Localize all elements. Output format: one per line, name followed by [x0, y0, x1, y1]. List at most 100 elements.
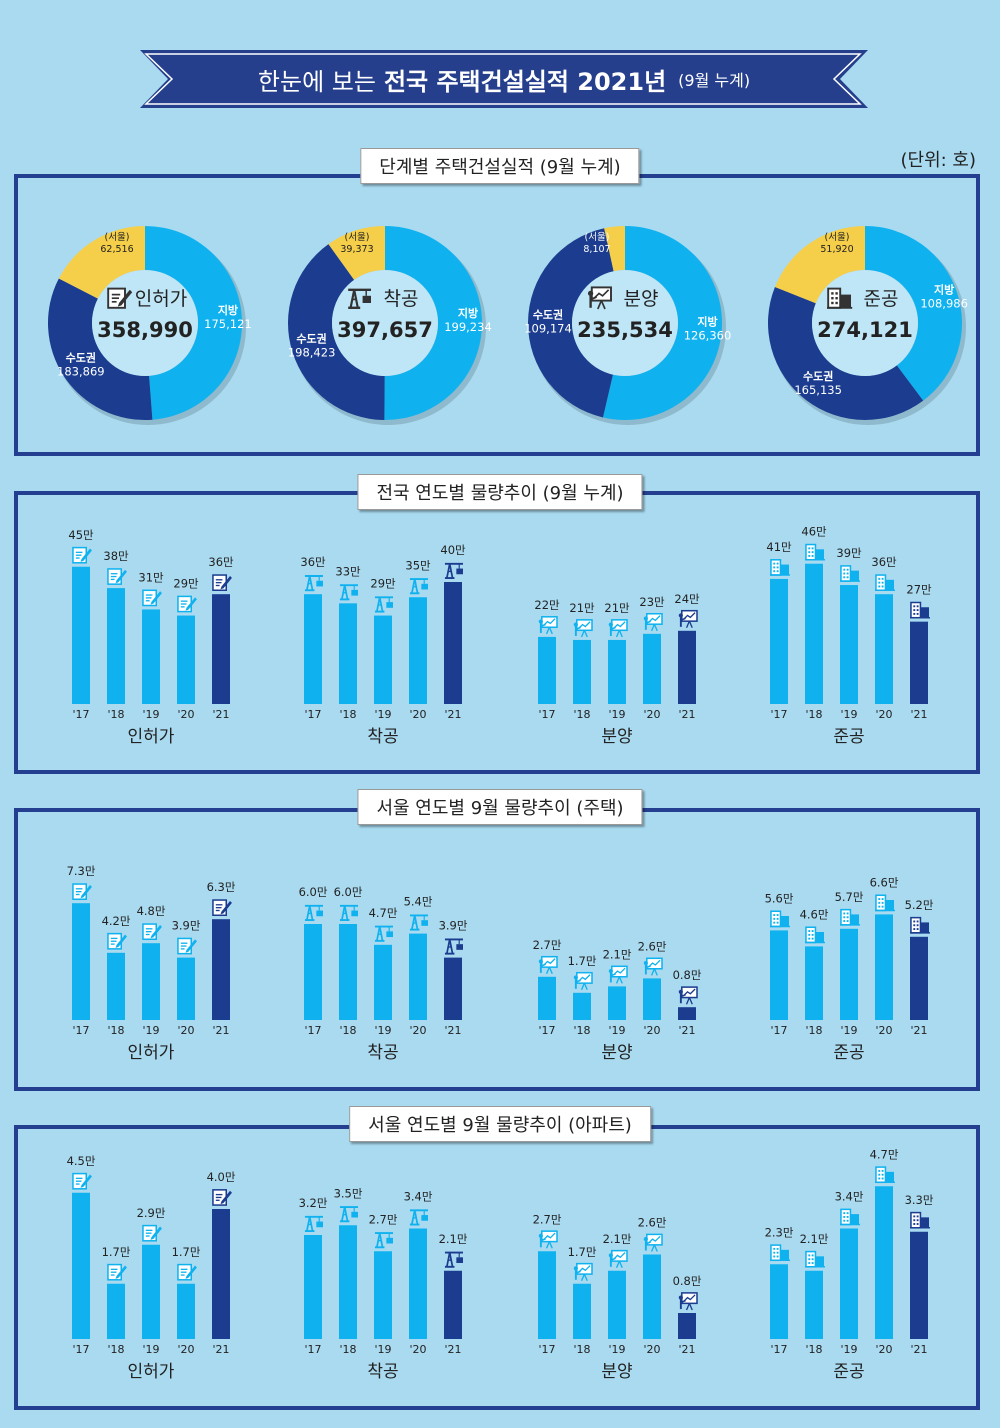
presentation-icon — [538, 616, 558, 635]
year-tick-label: '20 — [875, 708, 892, 721]
bar-value-label: 6.0만 — [334, 885, 363, 899]
title-light: 한눈에 보는 — [257, 67, 376, 96]
bar-panel-national-title: 전국 연도별 물량추이 (9월 누계) — [357, 474, 643, 510]
bar — [770, 1264, 788, 1339]
bar-value-label: 31만 — [138, 570, 164, 584]
building-icon — [805, 543, 825, 561]
donut-panel: 인허가 358,990 지방 175,121 수도권 183,869 (서울) 62,516 착… — [14, 174, 980, 456]
bar-value-label: 5.4만 — [404, 895, 433, 909]
group-label: 분양 — [601, 1043, 632, 1063]
crane-icon — [374, 1232, 394, 1249]
bar-value-label: 3.5만 — [334, 1186, 363, 1200]
label-capital-value: 183,869 — [57, 365, 105, 379]
bar-value-label: 4.7만 — [369, 906, 398, 920]
year-tick-label: '19 — [374, 1024, 391, 1037]
label-regional-name: 지방 — [458, 306, 478, 320]
slice-capital — [768, 286, 924, 420]
bar-value-label: 1.7만 — [568, 954, 597, 968]
year-tick-label: '19 — [608, 708, 625, 721]
bar — [374, 1251, 392, 1339]
presentation-icon — [678, 609, 698, 629]
bar-value-label: 0.8만 — [673, 968, 702, 982]
label-regional-name: 지방 — [697, 315, 717, 329]
crane-icon — [374, 925, 394, 942]
permit-icon — [212, 574, 232, 592]
year-tick-label: '19 — [840, 1024, 857, 1037]
bar — [142, 943, 160, 1020]
presentation-icon — [678, 986, 698, 1005]
bar — [444, 582, 462, 704]
bar-value-label: 36만 — [871, 555, 897, 569]
bar — [573, 992, 591, 1020]
label-seoul-name: (서울) — [825, 232, 850, 243]
group-label: 인허가 — [128, 727, 175, 747]
bar-value-label: 6.0만 — [299, 885, 328, 899]
permit-icon — [177, 937, 197, 955]
bar — [107, 1283, 125, 1339]
bar — [304, 594, 322, 704]
bar-value-label: 5.6만 — [765, 891, 794, 905]
bar-value-label: 3.4만 — [835, 1190, 864, 1204]
bar-value-label: 2.9만 — [137, 1206, 166, 1220]
label-regional-name: 지방 — [934, 282, 954, 296]
bar-value-label: 21만 — [604, 601, 630, 615]
label-seoul-name: (서울) — [105, 232, 130, 243]
bar-value-label: 2.6만 — [638, 1216, 667, 1230]
banner-ribbon — [140, 50, 868, 108]
crane-icon — [444, 938, 464, 955]
donut-center-name: 준공 — [864, 288, 899, 310]
donut-panel-title: 단계별 주택건설실적 (9월 누계) — [360, 148, 640, 184]
presentation-icon — [608, 1249, 628, 1269]
bar-value-label: 4.6만 — [800, 907, 829, 921]
group-1: 7.3만 '17 4.2만 '18 4.8만 '19 3.9만 '20 6.3만 '21 인허가 — [67, 864, 236, 1063]
year-tick-label: '18 — [573, 1024, 590, 1037]
bar — [177, 1283, 195, 1339]
year-tick-label: '17 — [72, 1024, 89, 1037]
year-tick-label: '18 — [339, 708, 356, 721]
donut-center-total: 235,534 — [577, 318, 673, 342]
bar-value-label: 0.8만 — [673, 1274, 702, 1288]
year-tick-label: '18 — [805, 1024, 822, 1037]
year-tick-label: '19 — [840, 1343, 857, 1356]
presentation-icon — [538, 955, 558, 975]
bar-value-label: 2.7만 — [369, 1212, 398, 1226]
group-3: 22만 '17 21만 '18 21만 '19 23만 '20 24만 '21 분양 — [534, 592, 700, 747]
year-tick-label: '19 — [374, 1343, 391, 1356]
presentation-icon — [643, 1233, 663, 1252]
year-tick-label: '18 — [107, 708, 124, 721]
presentation-icon — [538, 1230, 558, 1249]
bar-chart-seoul-apt: 4.5만 '17 1.7만 '18 2.9만 '19 1.7만 '20 4.0만 '21 인허가 3.… — [67, 1147, 934, 1382]
bar — [409, 933, 427, 1020]
year-tick-label: '20 — [177, 1343, 194, 1356]
year-tick-label: '21 — [910, 1024, 927, 1037]
bar-value-label: 2.7만 — [533, 1212, 562, 1226]
building-icon — [770, 1244, 790, 1262]
bar — [770, 930, 788, 1020]
group-label: 분양 — [601, 1362, 632, 1382]
crane-icon — [339, 584, 359, 601]
year-tick-label: '20 — [409, 708, 426, 721]
slice-capital — [47, 278, 153, 420]
bar-value-label: 4.8만 — [137, 904, 166, 918]
bar — [409, 1228, 427, 1339]
year-tick-label: '17 — [304, 1343, 321, 1356]
bar — [643, 633, 661, 704]
year-tick-label: '18 — [339, 1024, 356, 1037]
banner-title: 한눈에 보는 전국 주택건설실적 2021년 (9월 누계) — [140, 50, 868, 108]
bar-value-label: 4.2만 — [102, 914, 131, 928]
bar-chart-seoul-housing: 7.3만 '17 4.2만 '18 4.8만 '19 3.9만 '20 6.3만 '21 인허가 6.… — [67, 864, 934, 1063]
year-tick-label: '18 — [573, 1343, 590, 1356]
bar-panel-seoul-apt-title: 서울 연도별 9월 물량추이 (아파트) — [349, 1106, 651, 1142]
slice-seoul — [774, 226, 865, 304]
bar-value-label: 22만 — [534, 598, 560, 612]
building-icon — [910, 601, 930, 619]
slice-regional — [145, 226, 242, 420]
presentation-icon — [573, 619, 593, 638]
label-capital-value: 109,174 — [524, 322, 572, 336]
bar-value-label: 41만 — [766, 540, 792, 554]
bar-value-label: 27만 — [906, 583, 932, 597]
crane-icon — [339, 1206, 359, 1223]
slice-seoul — [604, 226, 625, 272]
